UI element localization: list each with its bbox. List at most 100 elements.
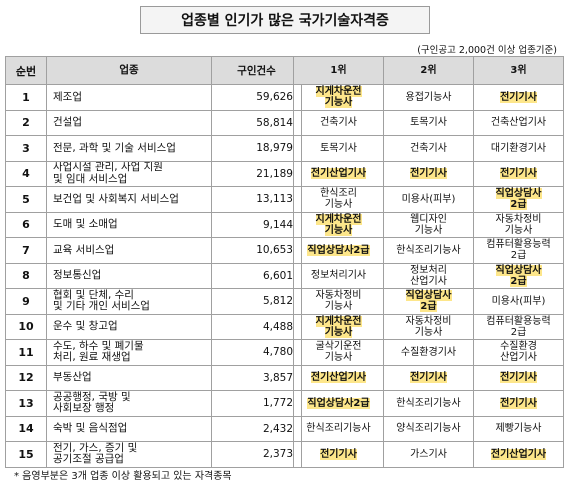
- cert-name: 제빵기능사: [495, 423, 542, 435]
- row-number: 10: [5, 313, 47, 340]
- cert-name: 전기기사: [500, 372, 537, 384]
- ranking-row: 지게차운전 기능사 자동차정비 기능사 컴퓨터활용능력 2급: [293, 313, 564, 340]
- row-number: 13: [5, 390, 47, 417]
- rank-2-cert: 정보처리 산업기사: [383, 262, 474, 289]
- ranking-row: 정보처리기사 정보처리 산업기사 직업상담사 2급: [293, 262, 564, 289]
- ranking-row: 한식조리 기능사 미용사(피부) 직업상담사 2급: [293, 186, 564, 213]
- cert-name: 전기기사: [500, 397, 537, 409]
- cert-name: 전기산업기사: [310, 372, 367, 384]
- cert-name: 직업상담사2급: [307, 397, 370, 409]
- rank-1-cert: 직업상담사2급: [293, 390, 384, 417]
- rank-1-cert: 토목기사: [293, 135, 384, 162]
- industry-name: 보건업 및 사회복지 서비스업: [46, 186, 212, 213]
- rank-3-cert: 수질환경 산업기사: [473, 339, 564, 366]
- industry-row: 13 공공행정, 국방 및 사회보장 행정 1,772: [5, 390, 302, 417]
- industry-row: 9 협회 및 단체, 수리 및 기타 개인 서비스업 5,812: [5, 288, 302, 315]
- industry-name: 운수 및 창고업: [46, 313, 212, 340]
- job-posting-count: 5,812: [211, 288, 302, 315]
- page-title: 업종별 인기가 많은 국가기술자격증: [140, 6, 430, 34]
- cert-name: 수질환경기사: [400, 346, 457, 358]
- industry-name: 건설업: [46, 109, 212, 136]
- cert-name: 자동차정비 기능사: [495, 213, 542, 236]
- header-rank-1: 1위: [293, 56, 384, 85]
- cert-name: 전기기사: [410, 372, 447, 384]
- cert-name: 전기기사: [410, 168, 447, 180]
- rank-1-cert: 정보처리기사: [293, 262, 384, 289]
- rank-1-cert: 지게차운전 기능사: [293, 313, 384, 340]
- criteria-note: (구인공고 2,000건 이상 업종기준): [417, 45, 557, 56]
- industry-name: 제조업: [46, 84, 212, 111]
- rank-1-cert: 지게차운전 기능사: [293, 84, 384, 111]
- cert-name: 전기산업기사: [310, 168, 367, 180]
- row-number: 8: [5, 262, 47, 289]
- rank-2-cert: 직업상담사 2급: [383, 288, 474, 315]
- rank-2-cert: 가스기사: [383, 441, 474, 468]
- industry-row: 2 건설업 58,814: [5, 109, 302, 136]
- rank-3-cert: 건축산업기사: [473, 109, 564, 136]
- industry-row: 8 정보통신업 6,601: [5, 262, 302, 289]
- ranking-row: 자동차정비 기능사 직업상담사 2급 미용사(피부): [293, 288, 564, 315]
- industry-row: 6 도매 및 소매업 9,144: [5, 211, 302, 238]
- industry-name: 수도, 하수 및 폐기물 처리, 원료 재생업: [46, 339, 212, 366]
- ranking-row: 건축기사 토목기사 건축산업기사: [293, 109, 564, 136]
- cert-name: 건축기사: [410, 142, 447, 154]
- industry-table: 순번 업종 구인건수 1 제조업 59,626 2 건설업 58,814 3 전문, 과학 및…: [5, 56, 302, 468]
- industry-row: 1 제조업 59,626: [5, 84, 302, 111]
- industry-row: 4 사업시설 관리, 사업 지원 및 임대 서비스업 21,189: [5, 160, 302, 187]
- row-number: 4: [5, 160, 47, 187]
- job-posting-count: 10,653: [211, 237, 302, 264]
- job-posting-count: 58,814: [211, 109, 302, 136]
- cert-name: 굴삭기운전 기능사: [315, 341, 362, 364]
- ranking-table-header: 1위 2위 3위: [293, 56, 564, 85]
- cert-name: 미용사(피부): [401, 193, 456, 205]
- job-posting-count: 4,488: [211, 313, 302, 340]
- rank-3-cert: 미용사(피부): [473, 288, 564, 315]
- cert-name: 미용사(피부): [491, 295, 546, 307]
- industry-name: 협회 및 단체, 수리 및 기타 개인 서비스업: [46, 288, 212, 315]
- ranking-row: 직업상담사2급 한식조리기능사 컴퓨터활용능력 2급: [293, 237, 564, 264]
- industry-row: 10 운수 및 창고업 4,488: [5, 313, 302, 340]
- ranking-row: 한식조리기능사 양식조리기능사 제빵기능사: [293, 415, 564, 442]
- industry-name: 부동산업: [46, 364, 212, 391]
- cert-name: 전기기사: [500, 91, 537, 103]
- rank-3-cert: 전기기사: [473, 364, 564, 391]
- cert-name: 지게차운전 기능사: [315, 213, 362, 236]
- row-number: 14: [5, 415, 47, 442]
- cert-name: 토목기사: [410, 117, 447, 129]
- rank-1-cert: 건축기사: [293, 109, 384, 136]
- ranking-row: 지게차운전 기능사 웹디자인 기능사 자동차정비 기능사: [293, 211, 564, 238]
- job-posting-count: 9,144: [211, 211, 302, 238]
- cert-name: 수질환경 산업기사: [500, 341, 537, 364]
- cert-name: 한식조리기능사: [396, 397, 461, 409]
- cert-name: 전기산업기사: [490, 448, 547, 460]
- row-number: 11: [5, 339, 47, 366]
- industry-name: 전기, 가스, 증기 및 공기조절 공급업: [46, 441, 212, 468]
- cert-name: 전기기사: [320, 448, 357, 460]
- job-posting-count: 2,373: [211, 441, 302, 468]
- industry-name: 교육 서비스업: [46, 237, 212, 264]
- cert-name: 지게차운전 기능사: [315, 86, 362, 109]
- rank-3-cert: 컴퓨터활용능력 2급: [473, 313, 564, 340]
- cert-name: 건축산업기사: [490, 117, 547, 129]
- cert-name: 컴퓨터활용능력 2급: [486, 315, 551, 338]
- rank-3-cert: 전기기사: [473, 84, 564, 111]
- industry-row: 12 부동산업 3,857: [5, 364, 302, 391]
- rank-3-cert: 제빵기능사: [473, 415, 564, 442]
- rank-2-cert: 토목기사: [383, 109, 474, 136]
- ranking-table: 1위 2위 3위 지게차운전 기능사 용접기능사 전기기사 건축기사 토목기사 건축산업기사…: [293, 56, 564, 468]
- header-count: 구인건수: [211, 56, 302, 85]
- ranking-row: 직업상담사2급 한식조리기능사 전기기사: [293, 390, 564, 417]
- ranking-row: 전기산업기사 전기기사 전기기사: [293, 364, 564, 391]
- rank-2-cert: 양식조리기능사: [383, 415, 474, 442]
- job-posting-count: 6,601: [211, 262, 302, 289]
- industry-row: 5 보건업 및 사회복지 서비스업 13,113: [5, 186, 302, 213]
- cert-name: 토목기사: [320, 142, 357, 154]
- ranking-row: 굴삭기운전 기능사 수질환경기사 수질환경 산업기사: [293, 339, 564, 366]
- cert-name: 정보처리기사: [310, 270, 367, 282]
- job-posting-count: 1,772: [211, 390, 302, 417]
- row-number: 12: [5, 364, 47, 391]
- job-posting-count: 18,979: [211, 135, 302, 162]
